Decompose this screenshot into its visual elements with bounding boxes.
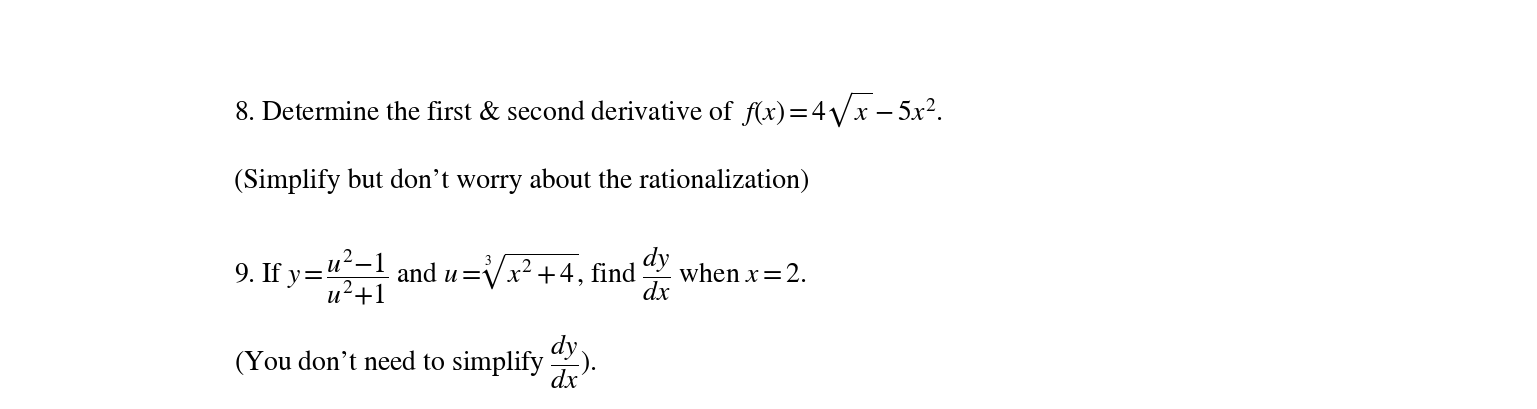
Text: (You don’t need to simplify $\dfrac{dy}{dx}$).: (You don’t need to simplify $\dfrac{dy}{… (234, 333, 596, 391)
Text: 9. If $y = \dfrac{u^2{-}1}{u^2{+}1}$ and $u = \sqrt[3]{x^2 + 4}$, find $\dfrac{d: 9. If $y = \dfrac{u^2{-}1}{u^2{+}1}$ and… (234, 244, 805, 307)
Text: (Simplify but don’t worry about the rationalization): (Simplify but don’t worry about the rati… (234, 169, 808, 194)
Text: 8. Determine the first & second derivative of  $f(x) = 4\sqrt{x} - 5x^2$.: 8. Determine the first & second derivati… (234, 90, 942, 130)
